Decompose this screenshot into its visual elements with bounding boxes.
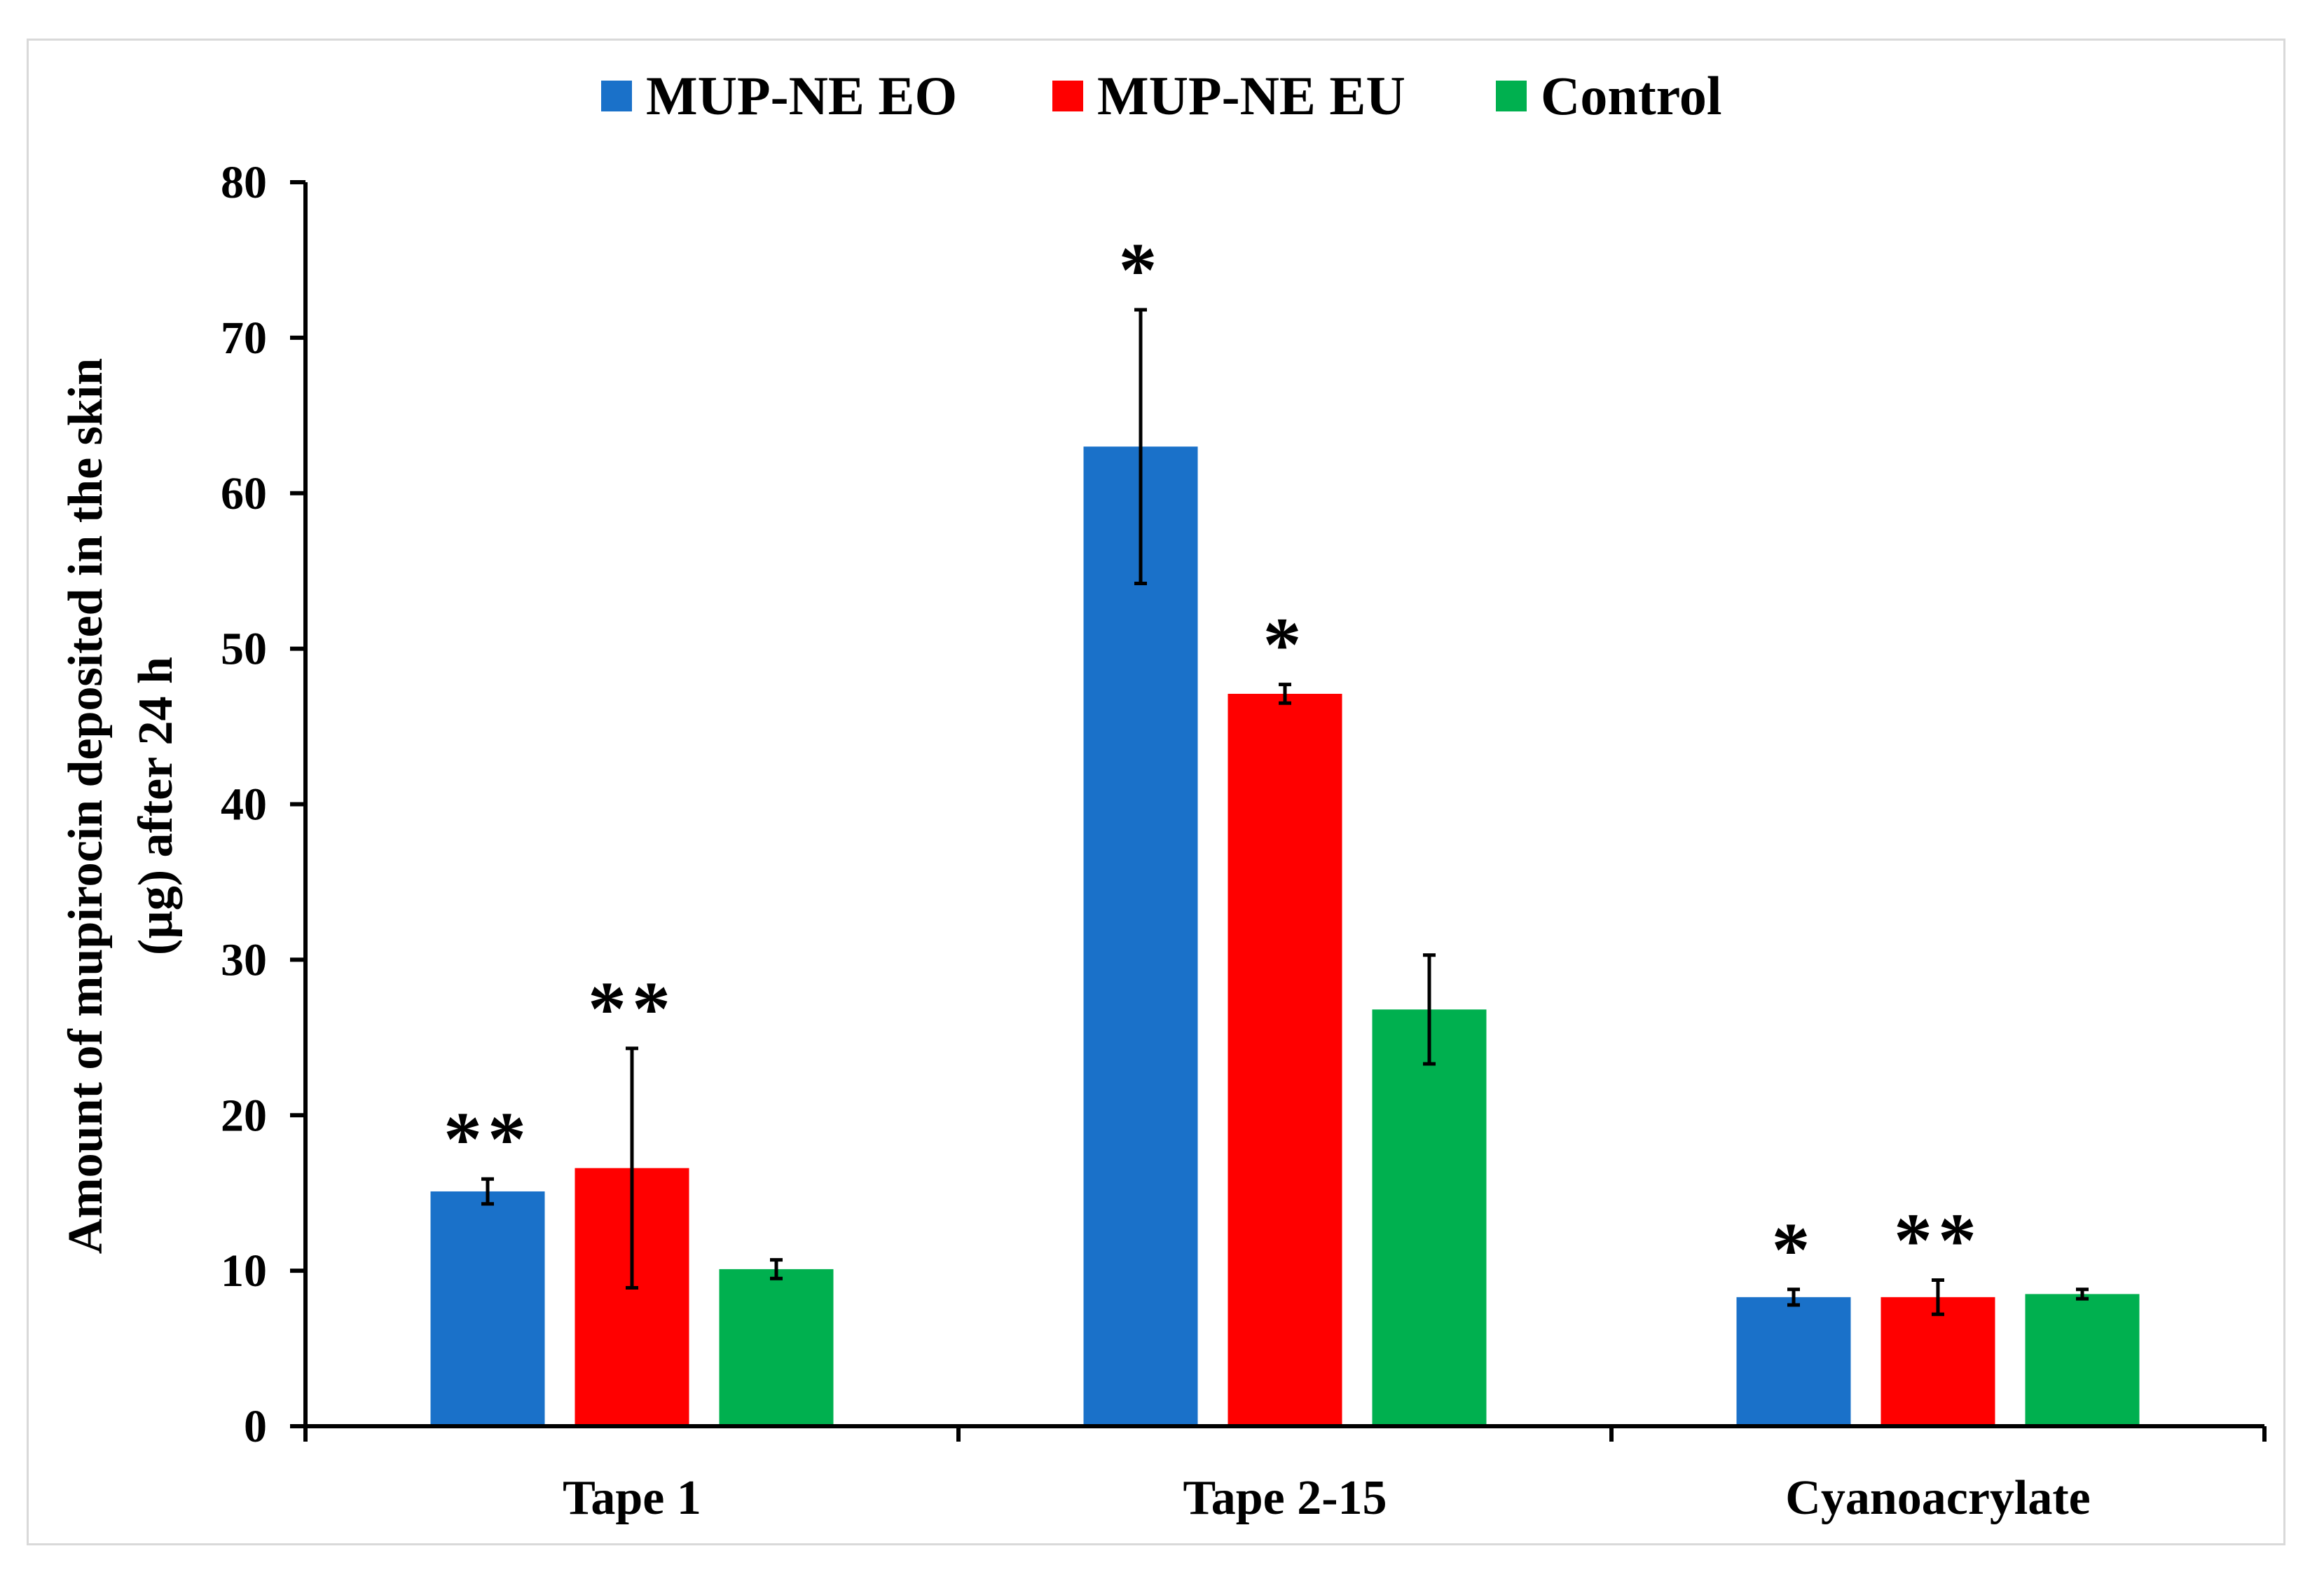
y-tick-label: 0: [244, 1401, 267, 1452]
y-axis-label-line-2: (µg) after 24 h: [129, 657, 183, 955]
significance-marker: **: [444, 1096, 532, 1182]
significance-marker: *: [1772, 1207, 1816, 1292]
legend-swatch: [601, 81, 632, 111]
legend-label: Control: [1541, 65, 1722, 126]
significance-marker: **: [588, 966, 676, 1051]
significance-marker: *: [1263, 602, 1307, 688]
bar: [1228, 693, 1342, 1426]
bar: [1736, 1297, 1851, 1426]
legend-label: MUP-NE EO: [646, 65, 957, 126]
y-tick-label: 10: [221, 1245, 267, 1297]
legend-swatch: [1496, 81, 1527, 111]
legend-label: MUP-NE EU: [1097, 65, 1405, 126]
y-tick-label: 20: [221, 1090, 267, 1141]
y-axis-label-line-1: Amount of mupirocin deposited in the ski…: [59, 358, 113, 1254]
y-tick-label: 80: [221, 157, 267, 208]
bar: [719, 1269, 834, 1426]
x-tick-label: Cyanoacrylate: [1785, 1471, 2090, 1525]
x-axis: Tape 1 Tape 2-15 Cyanoacrylate: [303, 1424, 2267, 1525]
significance-markers: ******* **: [444, 227, 1982, 1292]
y-tick-label: 30: [221, 934, 267, 985]
y-tick-label: 40: [221, 779, 267, 830]
bar: [1372, 1009, 1487, 1426]
legend: MUP-NE EO MUP-NE EU Control: [601, 65, 1722, 126]
y-tick-label: 70: [221, 313, 267, 364]
significance-marker: **: [1894, 1197, 1982, 1283]
legend-swatch: [1052, 81, 1083, 111]
y-tick-label: 60: [221, 468, 267, 519]
y-axis: 0 10 20 30 40 50 60 70 80: [221, 157, 308, 1452]
significance-marker: *: [1119, 227, 1163, 313]
bars: [430, 446, 2140, 1426]
bar: [2025, 1294, 2140, 1426]
y-axis-label: Amount of mupirocin deposited in the ski…: [59, 358, 183, 1254]
error-bars: [481, 308, 2089, 1316]
x-tick-label: Tape 2-15: [1183, 1471, 1387, 1525]
bar: [1083, 446, 1198, 1426]
x-tick-label: Tape 1: [563, 1471, 701, 1525]
y-tick-label: 50: [221, 624, 267, 675]
bar: [430, 1191, 545, 1426]
bar: [1880, 1297, 1995, 1426]
